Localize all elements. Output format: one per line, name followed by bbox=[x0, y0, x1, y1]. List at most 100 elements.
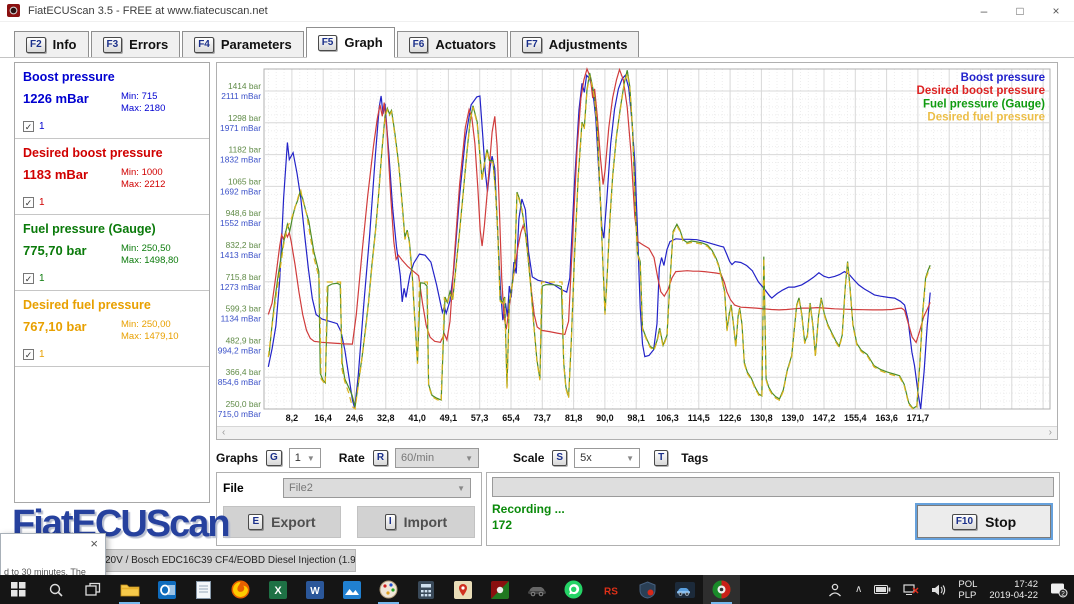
outlook-icon[interactable] bbox=[148, 575, 185, 604]
scroll-right-icon[interactable]: › bbox=[1048, 427, 1052, 438]
export-key-badge: E bbox=[248, 514, 264, 530]
export-button[interactable]: E Export bbox=[223, 506, 341, 538]
rate-key-badge[interactable]: R bbox=[372, 450, 389, 466]
app-icon bbox=[7, 4, 20, 17]
minimize-button[interactable]: – bbox=[980, 3, 988, 18]
file-dropdown[interactable]: File2 ▼ bbox=[283, 478, 471, 498]
photos-icon[interactable] bbox=[333, 575, 370, 604]
paint-icon[interactable] bbox=[370, 575, 407, 604]
graphs-label: Graphs bbox=[216, 451, 259, 465]
parameter-minmax: Min: 250,50 Max: 1498,80 bbox=[121, 243, 179, 267]
graph-horizontal-scrollbar[interactable]: ‹ › bbox=[217, 426, 1057, 439]
title-bar: FiatECUScan 3.5 - FREE at www.fiatecusca… bbox=[0, 0, 1074, 22]
people-icon[interactable] bbox=[821, 575, 849, 604]
media-app-icon[interactable] bbox=[481, 575, 518, 604]
x-axis-tick-label: 90,0 bbox=[596, 413, 614, 423]
chevron-down-icon: ▼ bbox=[626, 453, 635, 463]
y-axis-bar-label: 482,9 bar bbox=[226, 335, 262, 345]
maximize-button[interactable]: □ bbox=[1016, 3, 1024, 18]
y-axis-bar-label: 832,2 bar bbox=[226, 240, 262, 250]
language-top: POL bbox=[958, 578, 978, 590]
parameter-values: 767,10 bar Min: 250,00 Max: 1479,10 bbox=[23, 319, 201, 343]
tab-info[interactable]: F2 Info bbox=[14, 31, 89, 57]
speaker-icon[interactable] bbox=[925, 575, 952, 604]
window-title: FiatECUScan 3.5 - FREE at www.fiatecusca… bbox=[28, 4, 268, 17]
start-icon[interactable] bbox=[0, 575, 37, 604]
security-app-icon[interactable] bbox=[629, 575, 666, 604]
cars-app-icon[interactable] bbox=[666, 575, 703, 604]
maps-icon[interactable] bbox=[444, 575, 481, 604]
tags-key-badge[interactable]: T bbox=[654, 450, 669, 466]
parameter-max: Max: 2180 bbox=[121, 103, 166, 114]
channel-checkbox[interactable]: ✓ bbox=[23, 349, 34, 360]
x-axis-tick-label: 98,1 bbox=[627, 413, 645, 423]
tab-errors[interactable]: F3 Errors bbox=[90, 31, 181, 57]
graph-controls-row: Graphs G 1 ▼ Rate R 60/min ▼ Scale S 5x ▼ T… bbox=[216, 446, 1058, 470]
tray-time: 17:42 bbox=[1014, 578, 1038, 590]
parameter-name: Fuel pressure (Gauge) bbox=[23, 222, 156, 236]
rs-app-icon[interactable]: RS bbox=[592, 575, 629, 604]
channel-checkbox[interactable]: ✓ bbox=[23, 273, 34, 284]
graphs-key-badge[interactable]: G bbox=[266, 450, 282, 466]
clock[interactable]: 17:42 2019-04-22 bbox=[989, 579, 1038, 601]
y-axis-mbar-label: 854,6 mBar bbox=[218, 377, 262, 387]
series-desired-boost-pressure bbox=[267, 67, 931, 345]
tab-graph[interactable]: F5 Graph bbox=[305, 27, 395, 58]
firefox-icon[interactable] bbox=[222, 575, 259, 604]
tags-label: Tags bbox=[681, 451, 709, 465]
scale-label: Scale bbox=[513, 451, 545, 465]
channel-label: 1 bbox=[39, 121, 45, 132]
parameter-card: Boost pressure 1226 mBar Min: 715 Max: 2180… bbox=[15, 63, 209, 139]
car-app-icon[interactable] bbox=[518, 575, 555, 604]
notification-center-icon[interactable]: 2 bbox=[1044, 575, 1074, 604]
tab-label: Parameters bbox=[220, 37, 292, 52]
language-indicator[interactable]: POL PLP bbox=[958, 579, 977, 601]
scale-dropdown[interactable]: 5x ▼ bbox=[574, 448, 641, 468]
import-button[interactable]: I Import bbox=[357, 506, 475, 538]
word-icon[interactable]: W bbox=[296, 575, 333, 604]
svg-text:2: 2 bbox=[1061, 590, 1065, 597]
scroll-left-icon[interactable]: ‹ bbox=[222, 427, 226, 438]
legend-item: Fuel pressure (Gauge) bbox=[923, 98, 1045, 110]
tab-actuators[interactable]: F6 Actuators bbox=[396, 31, 509, 57]
tab-adjustments[interactable]: F7 Adjustments bbox=[510, 31, 640, 57]
channel-checkbox[interactable]: ✓ bbox=[23, 121, 34, 132]
parameter-name: Desired fuel pressure bbox=[23, 298, 151, 312]
scale-key-badge[interactable]: S bbox=[552, 450, 568, 466]
recording-status: Recording ... bbox=[492, 502, 565, 516]
parameter-values: 1226 mBar Min: 715 Max: 2180 bbox=[23, 91, 201, 115]
task-view-icon[interactable] bbox=[74, 575, 111, 604]
graph-panel: 1414 bar 2111 mBar 1298 bar 1971 mBar 1182 b… bbox=[216, 62, 1058, 440]
y-axis-mbar-label: 715,0 mBar bbox=[218, 409, 262, 419]
popup-close-icon[interactable]: × bbox=[90, 536, 98, 551]
svg-text:RS: RS bbox=[604, 586, 618, 597]
plot-border bbox=[263, 68, 1051, 410]
notepad-icon[interactable] bbox=[185, 575, 222, 604]
excel-icon[interactable]: X bbox=[259, 575, 296, 604]
parameter-sidebar: Boost pressure 1226 mBar Min: 715 Max: 2180… bbox=[14, 62, 210, 503]
parameter-minmax: Min: 1000 Max: 2212 bbox=[121, 167, 165, 191]
rate-dropdown[interactable]: 60/min ▼ bbox=[395, 448, 480, 468]
y-axis-bar-label: 250,0 bar bbox=[226, 399, 262, 409]
channel-checkbox[interactable]: ✓ bbox=[23, 197, 34, 208]
series-boost-pressure bbox=[267, 73, 931, 410]
battery-icon[interactable] bbox=[868, 575, 897, 604]
close-button[interactable]: × bbox=[1052, 3, 1060, 18]
x-axis-tick-label: 81,8 bbox=[565, 413, 583, 423]
stop-button[interactable]: F10 Stop bbox=[915, 503, 1053, 540]
x-axis-tick-label: 163,6 bbox=[875, 413, 898, 423]
y-axis-mbar-label: 2111 mBar bbox=[221, 91, 261, 101]
key-badge: F2 bbox=[26, 36, 46, 53]
search-icon[interactable] bbox=[37, 575, 74, 604]
calculator-icon[interactable] bbox=[407, 575, 444, 604]
whatsapp-icon[interactable] bbox=[555, 575, 592, 604]
chevron-up-icon[interactable]: ∧ bbox=[855, 584, 863, 595]
network-disconnected-icon[interactable] bbox=[897, 575, 925, 604]
tab-parameters[interactable]: F4 Parameters bbox=[182, 31, 304, 57]
fiatecuscan-icon[interactable] bbox=[703, 575, 740, 604]
parameter-value: 1183 mBar bbox=[23, 167, 89, 182]
parameter-value: 1226 mBar bbox=[23, 91, 89, 106]
x-axis-tick-label: 106,3 bbox=[656, 413, 679, 423]
graphs-count-dropdown[interactable]: 1 ▼ bbox=[288, 448, 321, 468]
file-explorer-icon[interactable] bbox=[111, 575, 148, 604]
